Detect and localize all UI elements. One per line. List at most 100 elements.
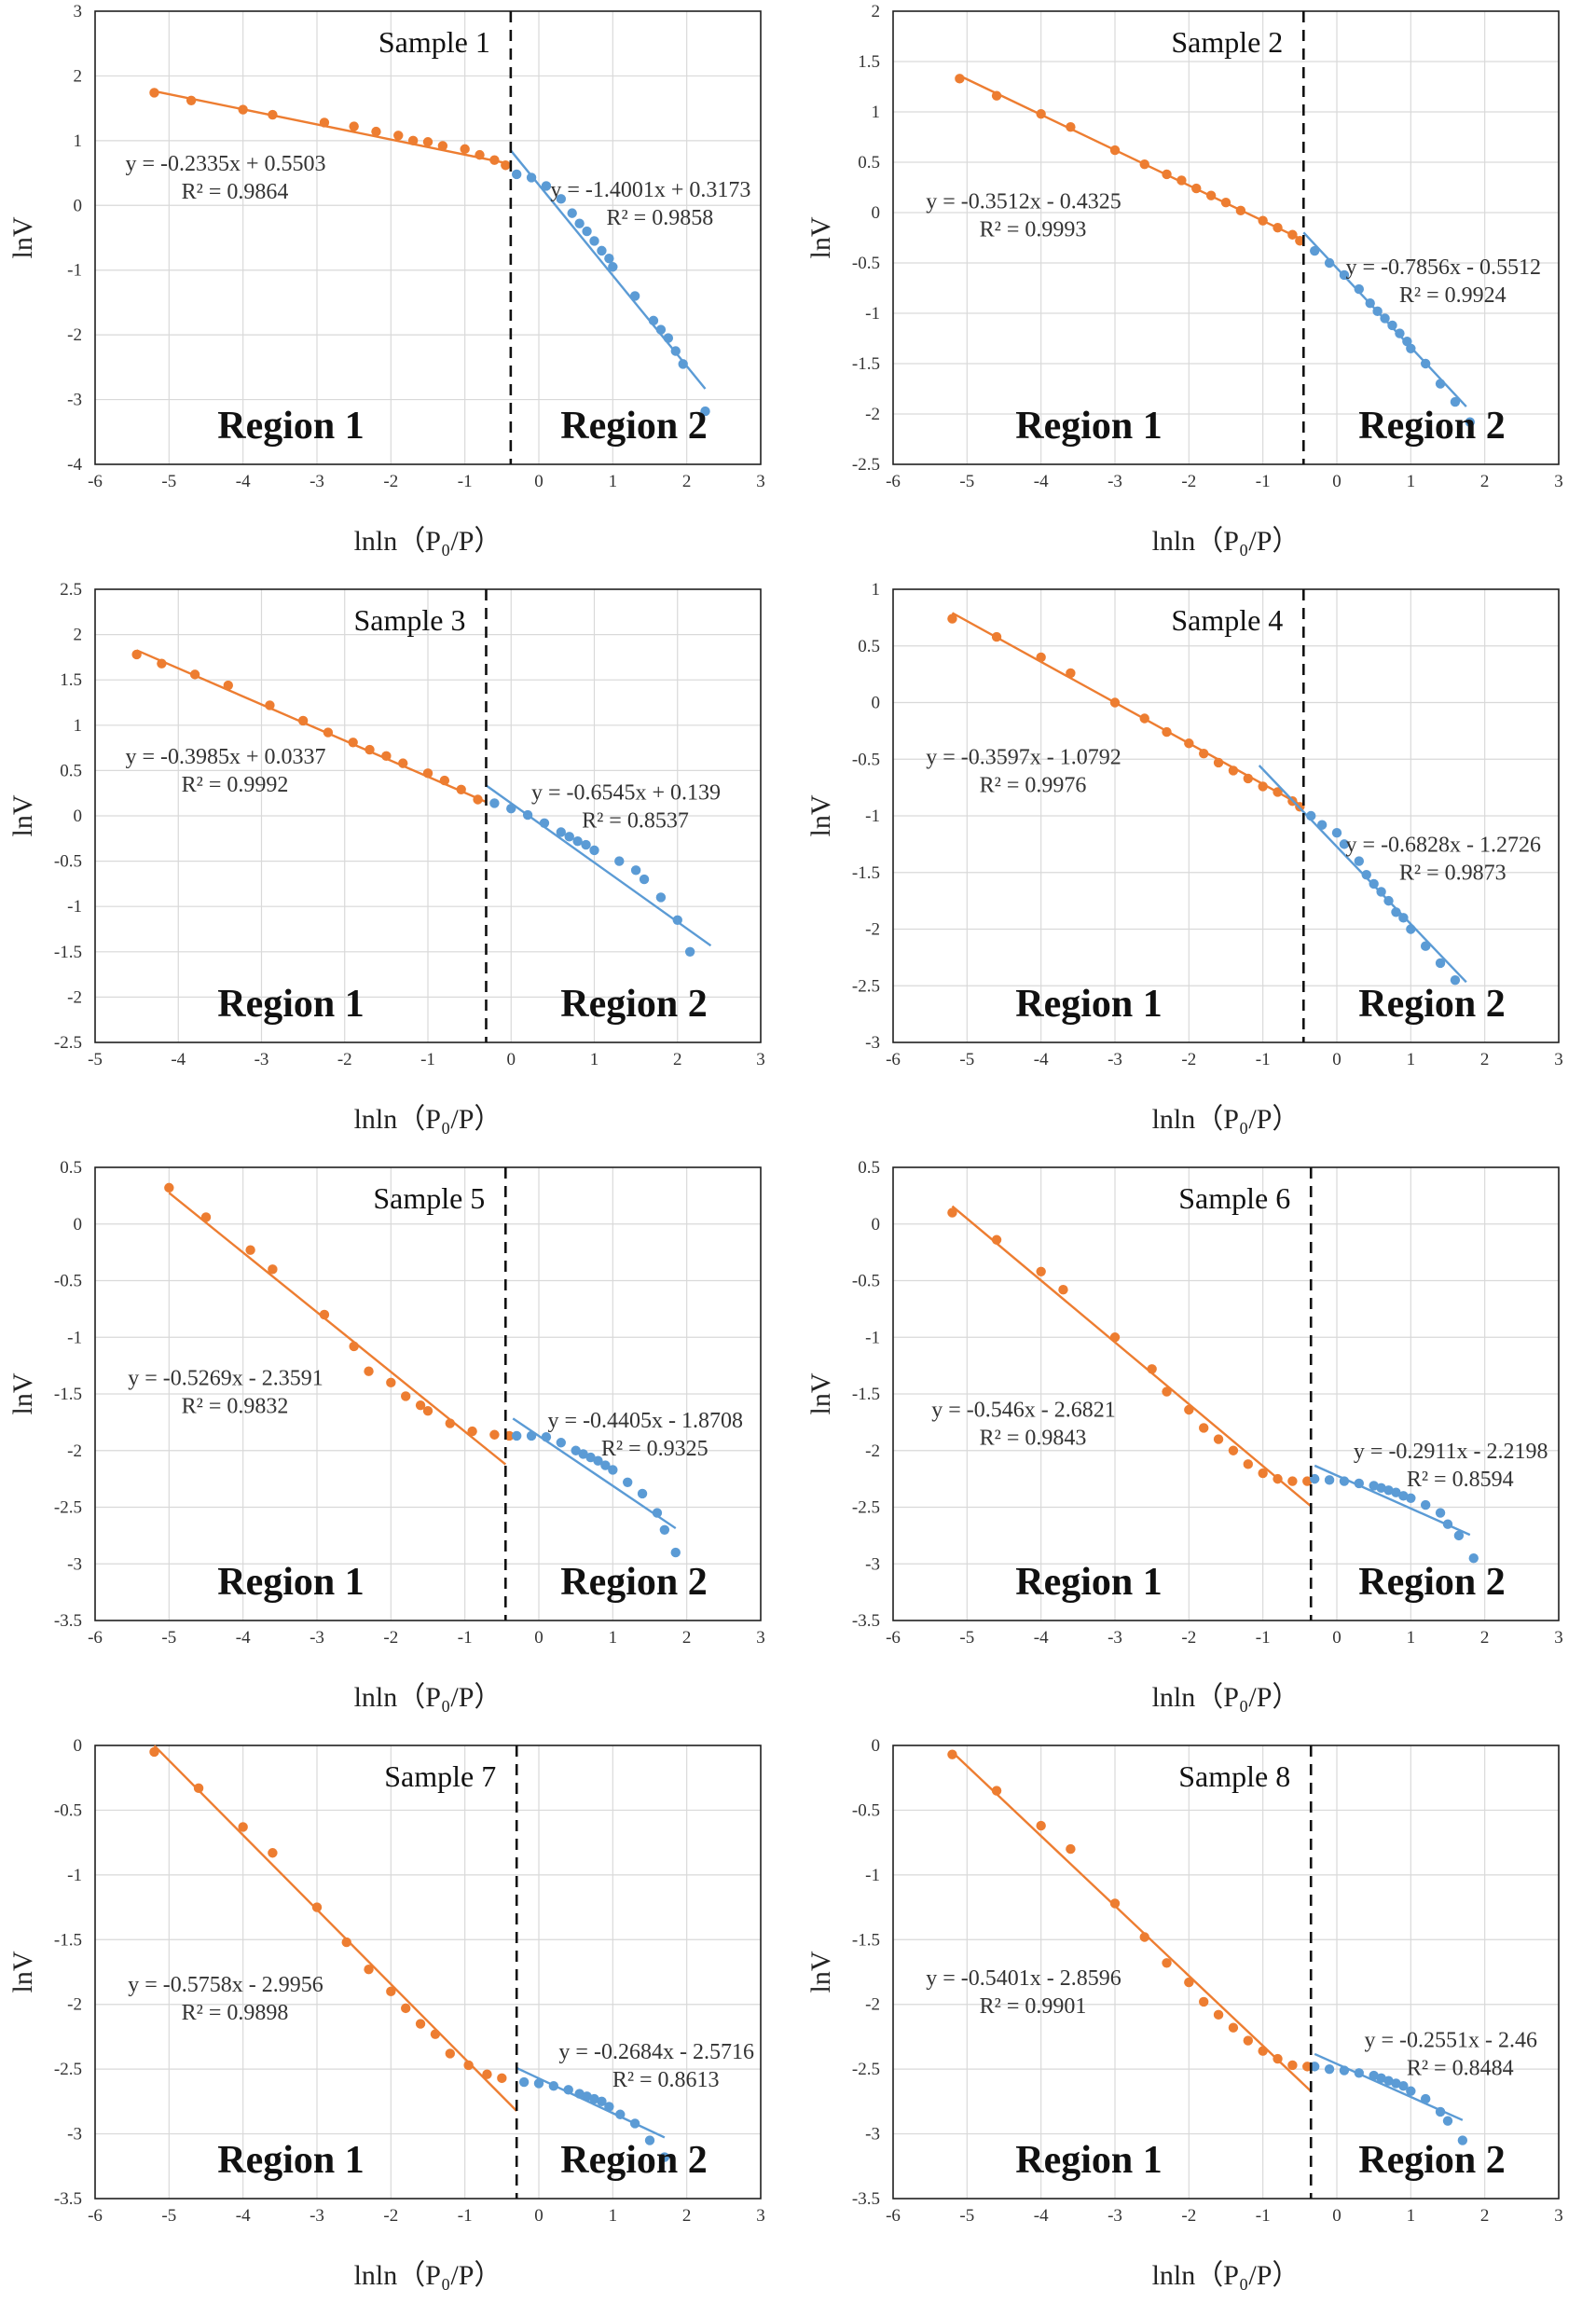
fit-r-squared: R² = 0.9832 [182, 1395, 289, 1419]
x-tick-label: -5 [161, 2206, 176, 2226]
y-tick-label: -2 [865, 920, 880, 940]
data-point [1258, 781, 1268, 792]
data-point [1450, 396, 1461, 407]
y-tick-label: -2 [67, 987, 82, 1007]
data-point [1391, 1487, 1401, 1497]
data-point [348, 738, 358, 748]
data-point [991, 1234, 1002, 1245]
fit-equation: y = -0.7856x - 0.5512 [1346, 255, 1542, 280]
y-tick-label: -3.5 [54, 1611, 82, 1631]
x-tick-label: -5 [959, 1628, 974, 1648]
tick-labels: -6 -5 -4 -3 -2 -1 0 1 2 3 -3.5 -3 -2.5 -2 -1.5 -1 -0.5 0 [852, 1736, 1563, 2226]
data-point [1302, 1476, 1313, 1486]
data-point [947, 614, 957, 624]
data-point [1243, 2035, 1253, 2046]
data-point [1383, 1485, 1394, 1496]
chart-title: Sample 1 [378, 25, 490, 59]
data-point [1398, 913, 1409, 923]
data-point [1406, 343, 1416, 353]
data-point [223, 680, 233, 691]
plot-frame [892, 10, 1560, 465]
x-tick-label: -6 [886, 1050, 901, 1069]
data-point [364, 1965, 374, 1975]
data-point [439, 775, 450, 786]
y-axis-label: lnV [805, 216, 836, 258]
region-1-label: Region 1 [217, 405, 365, 448]
data-point [401, 1391, 411, 1401]
data-point [1058, 1285, 1068, 1295]
data-point [556, 194, 566, 204]
y-tick-label: -2 [865, 1441, 880, 1461]
data-point [1184, 1404, 1194, 1415]
data-point [1287, 1476, 1298, 1486]
fit-equation: y = -0.6828x - 1.2726 [1346, 834, 1542, 858]
x-tick-label: 0 [507, 1050, 516, 1069]
data-point [341, 1937, 351, 1948]
data-point [393, 131, 404, 141]
chart-panel-sample-4: -6 -5 -4 -3 -2 -1 0 1 2 3 -3 -2.5 -2 -1.5 -1 -0.5 0 0.5 1 S… [798, 578, 1596, 1156]
data-point [386, 1377, 396, 1388]
x-tick-label: -2 [383, 2206, 398, 2226]
data-point [1369, 1481, 1379, 1491]
fit-equation: y = -0.4405x - 1.8708 [548, 1409, 744, 1433]
x-tick-label: -1 [420, 1050, 435, 1069]
x-tick-label: -4 [1034, 472, 1049, 491]
x-tick-label: 1 [590, 1050, 599, 1069]
series-region-2: y = -0.6545x + 0.139 R² = 0.8537 [485, 780, 721, 957]
x-tick-label: -4 [236, 1628, 251, 1648]
x-tick-label: 3 [1554, 1050, 1563, 1069]
fit-equation: y = -0.5401x - 2.8596 [926, 1966, 1121, 1991]
y-tick-label: -3.5 [852, 2189, 880, 2209]
y-tick-label: -3.5 [54, 2189, 82, 2209]
x-axis-label: lnln（P₀/P） [1152, 2260, 1300, 2291]
data-point [1199, 1996, 1209, 2007]
data-point [1273, 787, 1283, 797]
data-point [655, 324, 667, 335]
data-point [1324, 2063, 1335, 2075]
data-point [1205, 190, 1217, 200]
data-point [1184, 1977, 1194, 1988]
fit-equation: y = -0.546x - 2.6821 [931, 1398, 1116, 1422]
fit-r-squared: R² = 0.9976 [980, 774, 1087, 798]
data-point [1109, 145, 1121, 156]
x-tick-label: 3 [756, 472, 765, 491]
chart-panel-sample-2: -6 -5 -4 -3 -2 -1 0 1 2 3 -2.5 -2 -1.5 -1 -0.5 0 0.5 1 1.5… [798, 0, 1596, 578]
x-tick-label: -1 [458, 472, 473, 491]
y-tick-label: -3 [865, 1033, 880, 1053]
data-point [401, 2003, 411, 2014]
plot-frame [892, 1745, 1560, 2200]
y-tick-label: -3 [67, 391, 82, 410]
fit-r-squared: R² = 0.9325 [601, 1437, 709, 1461]
region-2-label: Region 2 [1358, 2139, 1506, 2182]
data-point [663, 333, 674, 343]
x-axis-label: lnln（P₀/P） [354, 1682, 502, 1713]
data-point [1380, 313, 1390, 324]
region-1-label: Region 1 [1015, 405, 1163, 448]
x-tick-label: -2 [1181, 472, 1196, 491]
tick-labels: -6 -5 -4 -3 -2 -1 0 1 2 3 -4 -3 -2 -1 0 1 2 3 [67, 2, 765, 491]
data-point [639, 874, 650, 885]
chart-svg-sample-1: -6 -5 -4 -3 -2 -1 0 1 2 3 -4 -3 -2 -1 0 1 2 3 Sample 1 lnln… [7, 2, 765, 557]
chart-svg-sample-7: -6 -5 -4 -3 -2 -1 0 1 2 3 -3.5 -3 -2.5 -2 -1.5 -1 -0.5 0 S… [7, 1736, 765, 2291]
fit-line [951, 1205, 1313, 1508]
fit-r-squared: R² = 0.8537 [582, 808, 689, 833]
data-point [1435, 958, 1446, 969]
data-point [1066, 122, 1076, 132]
data-point [512, 169, 522, 180]
x-tick-label: -6 [88, 472, 103, 491]
x-tick-label: 0 [534, 1628, 543, 1648]
data-point [1162, 1958, 1172, 1968]
data-point [193, 1783, 204, 1794]
tick-labels: -6 -5 -4 -3 -2 -1 0 1 2 3 -3.5 -3 -2.5 -2 -1.5 -1 -0.5 0 0… [54, 1158, 765, 1648]
fit-equation: y = -0.3985x + 0.0337 [125, 745, 325, 769]
data-point [1383, 2076, 1394, 2086]
y-tick-label: 1 [872, 580, 881, 600]
data-point [497, 2073, 507, 2084]
region-1-label: Region 1 [217, 1561, 365, 1604]
plot-frame [94, 588, 762, 1043]
y-tick-label: -2 [67, 1995, 82, 2015]
gridlines [892, 1166, 1560, 1621]
series-region-1: y = -0.5401x - 2.8596 R² = 0.9901 [926, 1749, 1313, 2092]
y-tick-label: 0.5 [60, 1158, 82, 1178]
data-point [422, 137, 433, 147]
